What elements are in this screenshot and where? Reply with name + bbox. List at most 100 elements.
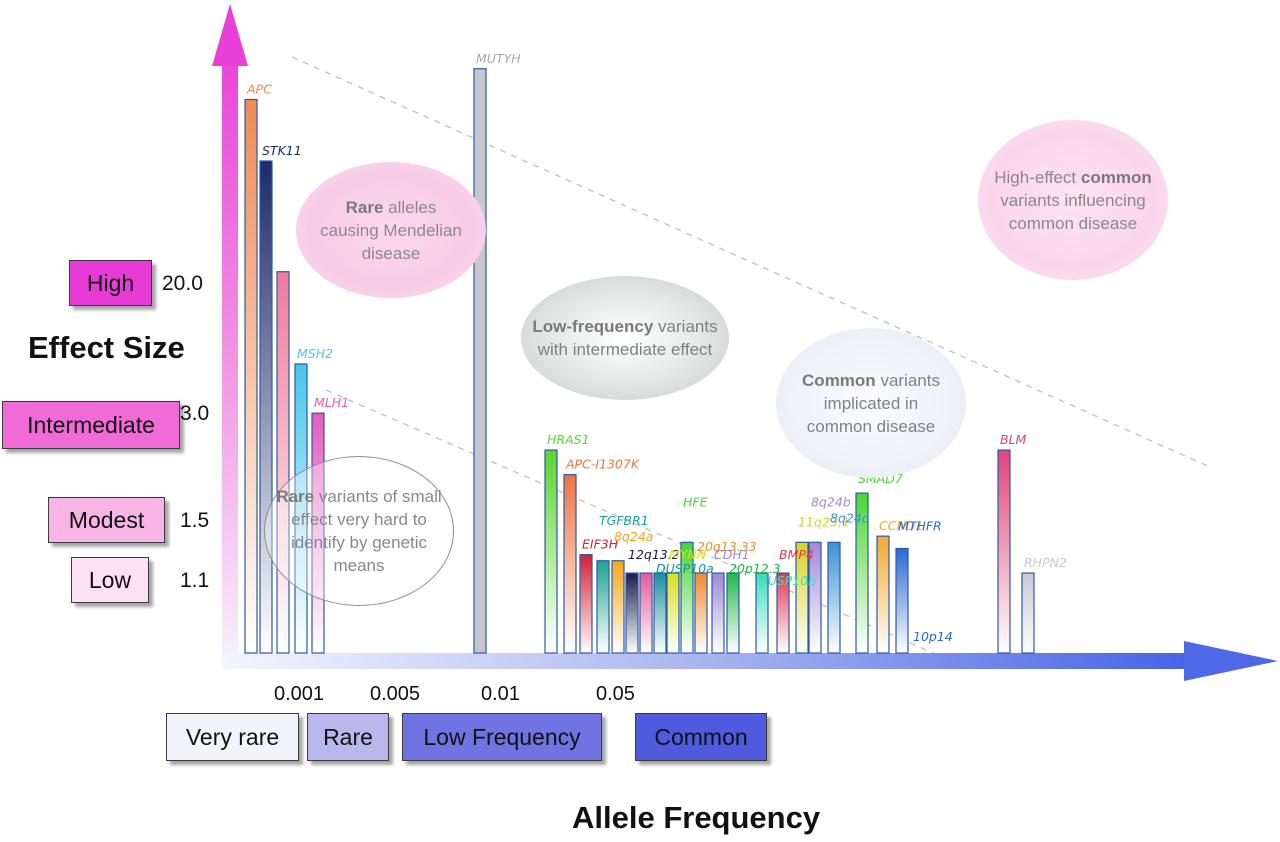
freq-tick-001: 0.01 (481, 683, 520, 705)
gene-label: 10p14 (913, 629, 953, 644)
gene-bar-tgfbr1 (596, 560, 610, 654)
gene-label: MLH1 (314, 395, 349, 410)
high-effect-common-bubble: High-effect common variants influencing … (978, 120, 1168, 280)
freq-tick-0005: 0.005 (370, 683, 421, 705)
gene-bar-cdh1 (711, 572, 725, 654)
effect-value-intermediate: 3.0 (180, 402, 210, 425)
common-variants-bubble: Common variants implicated in common dis… (776, 328, 966, 478)
gene-label: MUTYH (476, 51, 521, 66)
gene-bar-blm (997, 449, 1011, 654)
gene-bar-mynn (666, 572, 680, 654)
gene-bar-20q13-33 (694, 572, 708, 654)
effect-level-intermediate: Intermediate (2, 401, 180, 449)
bubble-text-prefix: High-effect (994, 167, 1077, 187)
freq-class-label: Common (654, 723, 748, 750)
bubble-bold-text: Low-frequency (532, 317, 654, 336)
y-axis-arrow-shaft (222, 40, 238, 668)
gene-label: 8q24b (811, 494, 851, 509)
freq-class-label: Very rare (185, 723, 280, 750)
gene-label: RHPN2 (1024, 555, 1067, 570)
gene-label: MYNN (669, 547, 707, 562)
x-axis-arrow-head (1184, 641, 1278, 681)
gene-label: BMP4 (779, 547, 814, 562)
gene-bar-unlabeled-12 (639, 572, 653, 654)
bubble-bold-text: Common (802, 370, 876, 390)
gene-label: 11q23.1 (798, 514, 850, 529)
gene-bar-8q24a (611, 560, 625, 654)
gene-label: 8q24c (830, 510, 869, 525)
gene-label: DUSP10a (656, 561, 714, 576)
gene-bar-mutyh (473, 68, 487, 654)
effect-level-label: Intermediate (27, 411, 155, 438)
gene-bar-11q23-1 (795, 541, 809, 654)
gene-label: 12q13.2 (628, 547, 680, 562)
gene-label: 20p12.3 (729, 561, 781, 576)
bubble-bold-text: common (1080, 167, 1152, 187)
gene-label: CCND1 (879, 518, 923, 533)
effect-value-low: 1.1 (180, 569, 210, 592)
y-axis-title: Effect Size (28, 330, 185, 365)
freq-class-label: Low Frequency (423, 723, 581, 750)
gene-label: 8q24a (614, 529, 653, 544)
bubble-text: variants implicated in common disease (806, 370, 940, 436)
gene-label: BLM (1000, 432, 1027, 447)
gene-bar-12q13-2 (625, 572, 639, 654)
gene-bar-unlabeled-2 (276, 271, 290, 654)
gene-label: MTHFR (898, 518, 942, 533)
freq-class-rare: Rare (307, 713, 389, 761)
bubble-bold-text: Rare (345, 197, 384, 217)
effect-level-label: High (86, 269, 135, 296)
gene-bar-ccnd1 (876, 535, 890, 654)
gene-bar-eif3h (579, 553, 593, 654)
gene-label: EIF3H (582, 537, 619, 552)
gene-bar-hfe (680, 541, 694, 654)
gene-bar-apc-i1307k (563, 474, 577, 654)
gene-bar-8q24c (827, 541, 841, 654)
gene-label: STK11 (262, 143, 302, 158)
effect-level-modest: Modest (48, 497, 165, 543)
gene-label: APC (246, 82, 272, 97)
freq-class-common: Common (635, 713, 767, 761)
gene-label: HRAS1 (547, 432, 590, 447)
gene-label: DUSP10b (758, 573, 816, 588)
freq-class-label: Rare (323, 723, 373, 750)
x-axis-title: Allele Frequency (572, 800, 821, 835)
rare-small-effect-bubble: Rare variants of small effect very hard … (264, 456, 454, 606)
gene-label: MSH2 (297, 346, 333, 361)
gene-labels: APC STK11 MSH2 MLH1 MUTYH HRAS1 APC-I1307K EIF3… (246, 51, 1067, 644)
gene-label: CDH1 (714, 547, 750, 562)
effect-level-label: Modest (68, 506, 145, 533)
gene-bar-stk11 (259, 160, 273, 654)
freq-class-very-rare: Very rare (166, 713, 299, 761)
gene-bar-hras1 (544, 449, 558, 654)
gene-label: HFE (683, 494, 708, 509)
gene-bar-mthfr (895, 547, 909, 654)
gene-label: APC-I1307K (565, 457, 641, 472)
freq-class-low-frequency: Low Frequency (402, 713, 602, 761)
freq-tick-005: 0.05 (596, 683, 635, 705)
bubble-bold-text: Rare (276, 487, 315, 506)
gene-label: TGFBR1 (599, 513, 649, 528)
bubble-text: variants of small effect very hard to id… (290, 487, 442, 575)
effect-value-high: 20.0 (162, 272, 203, 295)
x-axis-arrow-shaft (222, 653, 1194, 669)
freq-tick-0001: 0.001 (274, 683, 325, 705)
gene-bar-apc (244, 98, 258, 654)
bubble-text: variants with intermediate effect (537, 317, 718, 359)
rare-mendelian-bubble: Rare alleles causing Mendelian disease (296, 162, 486, 298)
effect-level-low: Low (71, 557, 149, 603)
gene-bar-rhpn2 (1021, 572, 1035, 654)
gene-bar-smad7 (855, 492, 869, 654)
gene-bar-8q24b (808, 541, 822, 654)
effect-level-label: Low (88, 566, 132, 593)
gene-label: 20q13.33 (697, 539, 757, 554)
gene-bar-dusp10b (755, 572, 769, 654)
gene-bar-20p12-3 (726, 572, 740, 654)
gene-bar-dusp10a (653, 572, 667, 654)
bubble-text: variants influencing common disease (1000, 190, 1146, 233)
low-frequency-bubble: Low-frequency variants with intermediate… (521, 276, 729, 400)
effect-level-high: High (69, 260, 152, 306)
effect-value-modest: 1.5 (180, 509, 210, 532)
y-axis-arrow-head (212, 4, 248, 66)
